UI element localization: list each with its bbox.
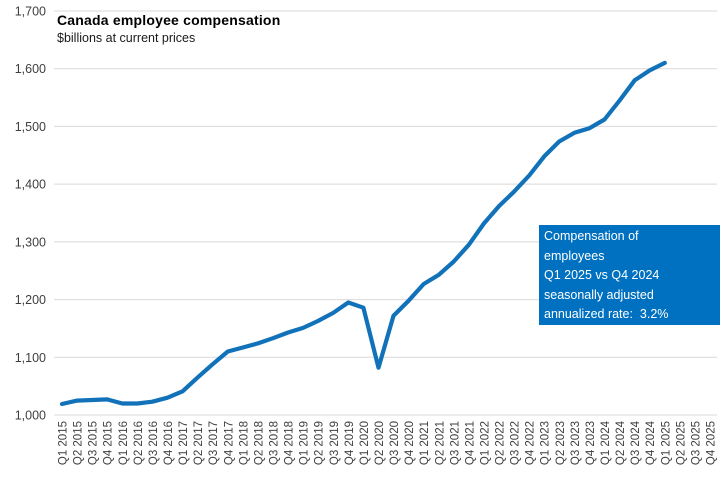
x-axis-tick-label: Q4 2018 <box>284 421 296 465</box>
annotation-line: annualized rate: 3.2% <box>544 307 669 321</box>
x-axis-tick-label: Q2 2021 <box>434 421 446 465</box>
x-axis-tick-label: Q3 2022 <box>510 421 522 465</box>
x-axis-tick-label: Q4 2021 <box>464 421 476 465</box>
y-axis-tick-label: 1,000 <box>15 409 46 423</box>
x-axis-tick-label: Q3 2016 <box>148 421 160 465</box>
y-axis-tick-label: 1,400 <box>15 178 46 192</box>
x-axis-tick-label: Q2 2023 <box>555 421 567 465</box>
x-axis-tick-label: Q1 2017 <box>178 421 190 465</box>
x-axis-tick-label: Q1 2022 <box>479 421 491 465</box>
x-axis-tick-label: Q4 2024 <box>645 420 657 465</box>
x-axis-tick-label: Q3 2021 <box>449 421 461 465</box>
x-axis-tick-label: Q1 2024 <box>600 420 612 465</box>
x-axis-tick-label: Q3 2024 <box>630 420 642 465</box>
x-axis-tick-label: Q2 2020 <box>374 421 386 465</box>
x-axis-tick-label: Q2 2016 <box>133 421 145 465</box>
x-axis-tick-label: Q4 2022 <box>525 421 537 465</box>
x-axis-tick-label: Q2 2017 <box>193 421 205 465</box>
x-axis-tick-label: Q4 2020 <box>404 421 416 465</box>
x-axis-tick-label: Q1 2015 <box>58 421 70 465</box>
y-axis-tick-label: 1,200 <box>15 293 46 307</box>
x-axis-tick-label: Q1 2016 <box>118 421 130 465</box>
x-axis-tick-label: Q2 2019 <box>314 421 326 465</box>
x-axis-tick-label: Q3 2015 <box>88 421 100 465</box>
y-axis-tick-label: 1,700 <box>15 5 46 19</box>
x-axis-tick-label: Q2 2018 <box>253 421 265 465</box>
x-axis-tick-label: Q4 2023 <box>585 421 597 465</box>
annotation-box: Compensation of employees Q1 2025 vs Q4 … <box>539 225 720 325</box>
x-axis-tick-label: Q1 2019 <box>299 421 311 465</box>
x-axis-tick-label: Q4 2019 <box>344 421 356 465</box>
chart-subtitle: $billions at current prices <box>57 31 196 45</box>
x-axis-tick-label: Q1 2020 <box>359 421 371 465</box>
x-axis-tick-label: Q2 2024 <box>615 420 627 465</box>
annotation-line: employees <box>544 248 605 263</box>
x-axis-tick-label: Q3 2020 <box>389 421 401 465</box>
annotation-line: Q1 2025 vs Q4 2024 <box>544 268 660 282</box>
x-axis-tick-label: Q2 2022 <box>495 421 507 465</box>
annotation-line: seasonally adjusted <box>544 287 654 302</box>
y-axis-tick-label: 1,500 <box>15 120 46 134</box>
x-axis-tick-label: Q3 2023 <box>570 421 582 465</box>
x-axis-tick-label: Q1 2018 <box>238 421 250 465</box>
x-axis-tick-label: Q3 2025 <box>690 421 702 465</box>
x-axis-tick-label: Q2 2025 <box>675 421 687 465</box>
x-axis-tick-label: Q3 2018 <box>268 421 280 465</box>
y-axis-tick-label: 1,600 <box>15 62 46 76</box>
y-axis-tick-label: 1,300 <box>15 235 46 249</box>
chart-title: Canada employee compensation <box>57 12 281 28</box>
x-axis-tick-label: Q4 2025 <box>706 421 718 465</box>
x-axis-tick-label: Q1 2023 <box>540 421 552 465</box>
annotation-line: Compensation of <box>544 229 639 243</box>
x-axis-tick-label: Q1 2021 <box>419 421 431 465</box>
data-series-line <box>59 60 667 407</box>
x-axis-tick-label: Q4 2017 <box>223 421 235 465</box>
x-axis-tick-label: Q3 2019 <box>329 421 341 465</box>
x-axis-tick-label: Q4 2015 <box>103 421 115 465</box>
x-axis-tick-label: Q1 2025 <box>660 421 672 465</box>
y-axis-tick-label: 1,100 <box>15 351 46 365</box>
x-axis-tick-label: Q3 2017 <box>208 421 220 465</box>
x-axis-tick-label: Q2 2015 <box>73 421 85 465</box>
x-axis-tick-label: Q4 2016 <box>163 421 175 465</box>
